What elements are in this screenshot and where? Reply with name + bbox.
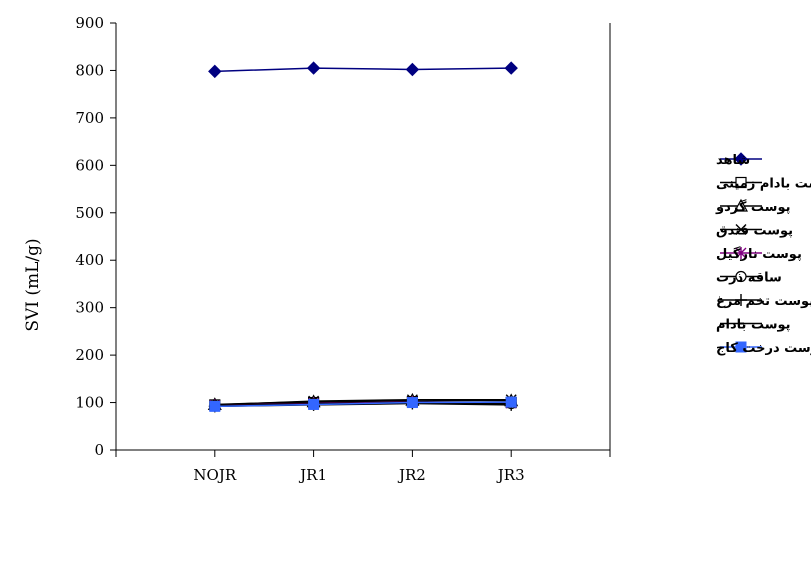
legend-marker (735, 270, 747, 283)
legend-label: پوست گردو (715, 199, 791, 215)
series-line (214, 401, 512, 408)
data-point (504, 61, 518, 75)
legend-item: شاهد (716, 152, 762, 168)
y-tick-label: 500 (75, 204, 104, 222)
legend-marker (735, 224, 747, 235)
x-tick-label: JR2 (397, 466, 426, 484)
chart-axes (115, 23, 611, 451)
legend-label: پوست بادام زمینی (716, 177, 811, 192)
y-tick-label: 900 (75, 14, 104, 32)
x-tick-label: NOJR (193, 466, 236, 484)
y-tick-label: 100 (75, 394, 104, 412)
legend-marker (735, 247, 747, 259)
data-point (308, 398, 320, 410)
x-tick-label: JR3 (496, 466, 525, 484)
legend-item: پوست تخم مرغ (716, 294, 811, 309)
data-point (505, 396, 517, 408)
legend-marker (735, 294, 747, 306)
legend-marker (733, 198, 749, 212)
y-tick-label: 700 (75, 109, 104, 127)
y-axis-title: SVI (mL/g) (23, 238, 43, 331)
legend-label: پوست فندق (716, 224, 793, 239)
legend-label: شاهد (716, 153, 750, 168)
series-8 (209, 396, 517, 412)
y-tick-label: 0 (94, 441, 104, 459)
legend-item: پوست بادام (716, 318, 791, 333)
legend-marker (735, 176, 747, 189)
y-tick-label: 200 (75, 346, 104, 364)
x-tick-label: JR1 (298, 466, 327, 484)
legend-marker (735, 341, 747, 353)
data-point (405, 62, 420, 77)
series-0 (208, 61, 518, 79)
y-tick-label: 800 (75, 61, 104, 79)
y-axis-ticks: 0 100 200 300 400 500 600 700 800 900 (75, 14, 116, 459)
legend-label: پوست درخت کاج (716, 341, 811, 356)
legend-label: پوست تخم مرغ (716, 294, 811, 309)
legend-marker (734, 152, 748, 166)
legend-item: پوست بادام زمینی (716, 177, 811, 192)
data-point (306, 61, 321, 75)
legend-item: پوست فندق (716, 224, 793, 239)
legend-item: پوست درخت کاج (716, 341, 811, 356)
y-tick-label: 400 (75, 251, 104, 269)
data-point (209, 400, 221, 412)
legend-item: پوست نارگیل (716, 246, 802, 262)
series-layer (207, 61, 519, 413)
legend-label: پوست نارگیل (716, 246, 802, 262)
y-tick-label: 600 (75, 156, 104, 174)
legend-label: پوست بادام (716, 318, 791, 333)
series-line (214, 67, 512, 73)
y-tick-label: 300 (75, 299, 104, 317)
data-point (208, 64, 222, 79)
legend-item: ساقه ذرت (716, 271, 782, 286)
data-point (406, 397, 418, 409)
legend-item: پوست گردو (715, 198, 791, 215)
legend-label: ساقه ذرت (716, 271, 782, 286)
legend: شاهد پوست بادام زمینی پوست گردو پوست فندق پو… (715, 152, 811, 356)
series-line (214, 398, 512, 406)
x-axis-ticks: NOJR JR1 JR2 JR3 (115, 450, 611, 484)
